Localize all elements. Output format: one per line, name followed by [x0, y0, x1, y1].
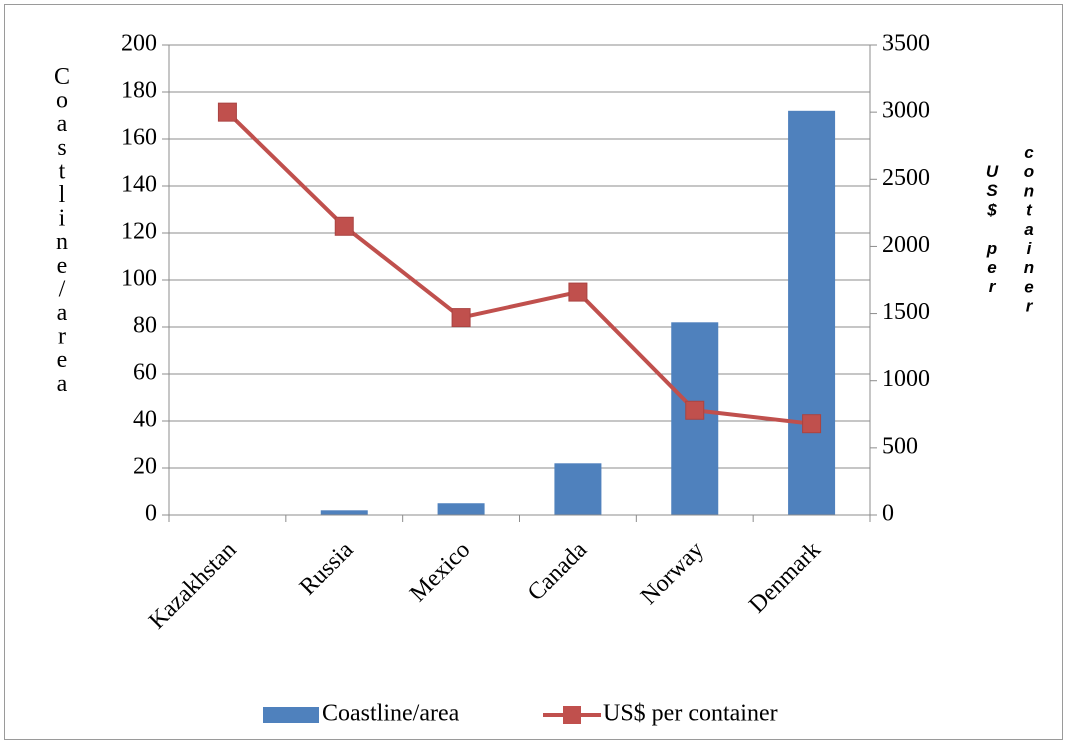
category-label: Russia — [295, 537, 359, 601]
right-tick-label: 1500 — [882, 299, 930, 325]
left-tick-label: 140 — [121, 172, 157, 198]
right-axis-title-char: t — [1026, 201, 1033, 220]
left-tick-label: 40 — [133, 407, 157, 433]
left-tick-label: 20 — [133, 454, 157, 480]
left-axis-title-char: C — [54, 64, 70, 90]
right-axis-title-char: r — [1026, 297, 1034, 316]
line-marker-denmark — [802, 414, 822, 434]
chart-frame — [4, 4, 1063, 740]
line-marker-canada — [568, 282, 588, 302]
left-tick-label: 160 — [121, 125, 157, 151]
right-axis-title-char: r — [989, 277, 997, 296]
left-tick-label: 120 — [121, 219, 157, 245]
left-axis-title-char: n — [56, 229, 68, 255]
right-axis-title-char: o — [1024, 162, 1034, 181]
right-axis-title-char: $ — [986, 200, 997, 219]
category-label: Norway — [636, 537, 709, 610]
left-axis-title-char: t — [59, 158, 66, 184]
axes — [162, 44, 877, 522]
left-axis-title-char: o — [56, 88, 68, 114]
left-tick-label: 0 — [145, 501, 157, 527]
legend-swatch-coastline-area — [263, 707, 319, 723]
left-axis-title-char: / — [59, 276, 66, 302]
right-axis-title-char: n — [1024, 258, 1034, 277]
right-axis-title-char: n — [1024, 181, 1034, 200]
bar-russia — [320, 510, 368, 515]
left-axis-title-char: a — [57, 371, 68, 397]
right-axis-title: U S $ p e rc o n t a i n e r — [986, 143, 1034, 316]
legend-label-coastline-area: Coastline/area — [322, 701, 460, 727]
right-tick-label: 3500 — [882, 31, 930, 57]
right-tick-label: 0 — [882, 501, 894, 527]
left-tick-label: 80 — [133, 313, 157, 339]
category-labels: Kazakhstan Russia Mexico Canada Norway Denmar… — [144, 537, 826, 635]
left-tick-label: 180 — [121, 78, 157, 104]
bar-mexico — [437, 503, 485, 515]
category-label: Denmark — [744, 537, 826, 619]
left-axis-title-char: r — [58, 324, 66, 350]
category-label: Kazakhstan — [144, 537, 242, 635]
left-tick-label: 60 — [133, 360, 157, 386]
left-tick-label: 100 — [121, 266, 157, 292]
category-label: Canada — [523, 537, 593, 607]
right-tick-label: 3000 — [882, 98, 930, 124]
right-axis-title-char: e — [1024, 277, 1033, 296]
line-marker-kazakhstan — [217, 102, 237, 122]
right-axis-title-char: c — [1024, 143, 1034, 162]
right-axis-ticks: 0 500 1000 1500 2000 2500 3000 3500 — [882, 31, 930, 527]
right-tick-label: 2000 — [882, 232, 930, 258]
right-axis-title-char: p — [986, 239, 997, 258]
line-series-us-per-container — [217, 102, 822, 434]
left-axis-title-char: s — [57, 135, 66, 161]
bar-denmark — [788, 110, 836, 516]
right-tick-label: 2500 — [882, 165, 930, 191]
left-axis-ticks: 0 20 40 60 80 100 120 140 160 180 200 — [121, 31, 157, 527]
line-marker-mexico — [451, 308, 471, 328]
left-axis-title-char: e — [57, 253, 68, 279]
right-axis-label: U S $ p e rc o n t a i n e r — [986, 143, 1034, 316]
legend-label-us-per-container: US$ per container — [603, 701, 778, 727]
gridlines — [169, 44, 870, 469]
left-axis-title-char: i — [59, 206, 66, 232]
line-marker-norway — [685, 400, 705, 420]
right-tick-label: 500 — [882, 433, 918, 459]
line-marker-russia — [334, 216, 354, 236]
series-line — [226, 110, 812, 426]
category-label: Mexico — [405, 537, 475, 607]
left-axis-title-char: a — [57, 300, 68, 326]
bar-series-coastline-area — [320, 110, 836, 516]
right-axis-title-char: a — [1024, 220, 1033, 239]
right-axis-title-char: U — [986, 162, 999, 181]
left-axis-title-char: l — [59, 182, 66, 208]
right-axis-title-char: i — [1027, 239, 1033, 258]
left-axis-title-char: a — [57, 111, 68, 137]
left-tick-label: 200 — [121, 31, 157, 57]
bar-canada — [554, 463, 602, 515]
legend: Coastline/area US$ per container — [263, 701, 778, 727]
right-axis-title-char: S — [986, 181, 998, 200]
legend-swatch-marker — [563, 706, 581, 724]
left-axis-title-char: e — [57, 347, 68, 373]
right-axis-title-char: e — [987, 258, 996, 277]
right-tick-label: 1000 — [882, 366, 930, 392]
